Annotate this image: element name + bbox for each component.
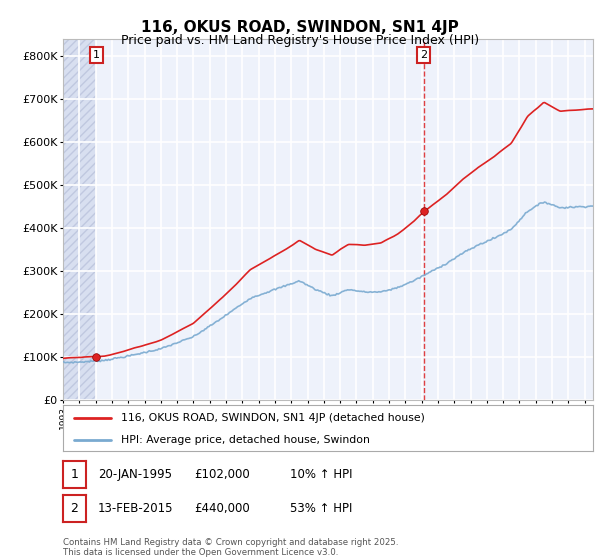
- Text: 2: 2: [70, 502, 79, 515]
- Text: 2: 2: [420, 50, 427, 60]
- Text: HPI: Average price, detached house, Swindon: HPI: Average price, detached house, Swin…: [121, 435, 370, 445]
- Text: 13-FEB-2015: 13-FEB-2015: [98, 502, 173, 515]
- Text: 10% ↑ HPI: 10% ↑ HPI: [290, 468, 352, 482]
- Text: 1: 1: [93, 50, 100, 60]
- Text: 1: 1: [70, 468, 79, 482]
- Text: 20-JAN-1995: 20-JAN-1995: [98, 468, 172, 482]
- Text: £440,000: £440,000: [194, 502, 250, 515]
- Bar: [63, 39, 97, 400]
- Text: 53% ↑ HPI: 53% ↑ HPI: [290, 502, 352, 515]
- Text: £102,000: £102,000: [194, 468, 250, 482]
- Text: Price paid vs. HM Land Registry's House Price Index (HPI): Price paid vs. HM Land Registry's House …: [121, 34, 479, 46]
- Text: 116, OKUS ROAD, SWINDON, SN1 4JP (detached house): 116, OKUS ROAD, SWINDON, SN1 4JP (detach…: [121, 413, 425, 423]
- Text: 116, OKUS ROAD, SWINDON, SN1 4JP: 116, OKUS ROAD, SWINDON, SN1 4JP: [141, 20, 459, 35]
- Text: Contains HM Land Registry data © Crown copyright and database right 2025.
This d: Contains HM Land Registry data © Crown c…: [63, 538, 398, 557]
